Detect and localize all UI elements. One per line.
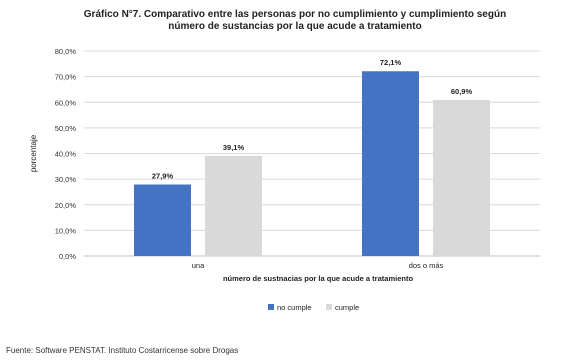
- legend-swatch: [268, 304, 274, 310]
- bar: [205, 155, 262, 256]
- bar: [134, 184, 191, 256]
- source-note: Fuente: Software PENSTAT. Instituto Cost…: [6, 346, 239, 355]
- y-axis-label: porcentaje: [29, 134, 38, 172]
- data-label: 39,1%: [223, 143, 245, 152]
- y-tick-label: 30,0%: [55, 175, 77, 184]
- data-label: 72,1%: [380, 58, 402, 67]
- y-tick-label: 0,0%: [59, 252, 76, 261]
- y-tick-label: 70,0%: [55, 73, 77, 82]
- y-tick-label: 20,0%: [55, 201, 77, 210]
- chart-title: Gráfico N°7. Comparativo entre las perso…: [60, 9, 530, 33]
- y-tick-label: 50,0%: [55, 124, 77, 133]
- legend-swatch: [326, 304, 332, 310]
- x-axis-label: número de sustnacias por la que acude a …: [223, 274, 413, 283]
- x-tick-label: dos o más: [409, 261, 444, 270]
- data-label: 60,9%: [451, 87, 473, 96]
- data-label: 27,9%: [152, 172, 174, 181]
- bar-chart: 0,0% 10,0% 20,0% 30,0% 40,0% 50,0% 60,0% 70,0% 8…: [29, 47, 540, 312]
- y-tick-label: 40,0%: [55, 150, 77, 159]
- y-tick-label: 10,0%: [55, 226, 77, 235]
- chart-title-line-2: número de sustancias por la que acude a …: [168, 21, 422, 32]
- bar: [433, 99, 490, 256]
- x-tick-label: una: [192, 261, 205, 270]
- y-tick-label: 60,0%: [55, 98, 77, 107]
- legend-label: cumple: [335, 303, 359, 312]
- legend-label: no cumple: [277, 303, 312, 312]
- bar: [362, 71, 419, 257]
- y-tick-label: 80,0%: [55, 47, 77, 56]
- chart-title-line-1: Gráfico N°7. Comparativo entre las perso…: [83, 9, 507, 20]
